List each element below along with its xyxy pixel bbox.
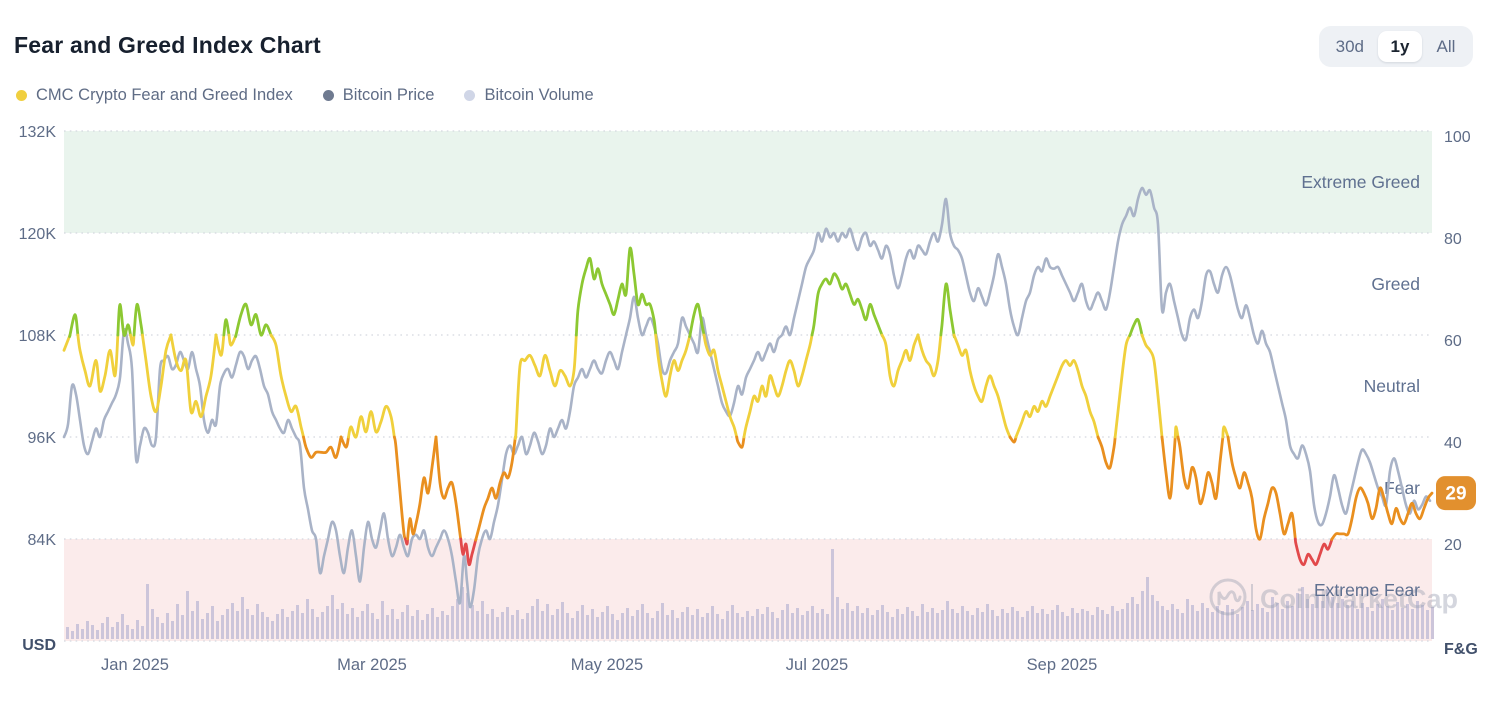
x-axis-tick: May 2025 bbox=[571, 656, 643, 674]
watermark-text: CoinMarketCap bbox=[1260, 584, 1458, 614]
left-axis-tick: 120K bbox=[19, 226, 57, 243]
zone-label-neutral: Neutral bbox=[1364, 376, 1420, 396]
current-value-badge: 29 bbox=[1436, 476, 1476, 511]
legend: CMC Crypto Fear and Greed Index Bitcoin … bbox=[16, 86, 594, 105]
right-axis-tick: 80 bbox=[1444, 231, 1462, 248]
x-axis-tick: Jul 2025 bbox=[786, 656, 848, 674]
range-button-30d[interactable]: 30d bbox=[1324, 31, 1376, 62]
zone-label-extreme-greed: Extreme Greed bbox=[1301, 172, 1420, 192]
right-axis-tick: 60 bbox=[1444, 333, 1462, 350]
fear-greed-index-line bbox=[62, 246, 1434, 567]
bitcoin-price-legend-dot-icon bbox=[322, 90, 334, 101]
range-button-1y[interactable]: 1y bbox=[1378, 31, 1422, 62]
range-switch: 30d 1y All bbox=[1318, 26, 1473, 67]
left-axis-tick: 132K bbox=[19, 124, 57, 141]
chart-header: Fear and Greed Index Chart 30d 1y All bbox=[14, 26, 1473, 67]
zone-label-extreme-fear: Extreme Fear bbox=[1314, 580, 1420, 600]
current-value-text: 29 bbox=[1445, 484, 1466, 505]
legend-label: CMC Crypto Fear and Greed Index bbox=[36, 86, 293, 104]
left-axis-tick: 108K bbox=[19, 328, 57, 345]
coinmarketcap-logo-icon bbox=[1209, 578, 1247, 616]
coinmarketcap-watermark: CoinMarketCap bbox=[1209, 578, 1458, 616]
legend-label: Bitcoin Volume bbox=[484, 86, 594, 104]
right-axis-unit-label: F&G bbox=[1444, 641, 1478, 658]
left-axis-tick: 84K bbox=[28, 532, 57, 549]
zone-label-greed: Greed bbox=[1371, 274, 1420, 294]
fear-greed-legend-dot-icon bbox=[16, 90, 27, 101]
legend-item-bitcoin-price[interactable]: Bitcoin Price bbox=[322, 86, 435, 105]
bitcoin-volume-legend-dot-icon bbox=[464, 90, 476, 101]
right-axis-tick: 40 bbox=[1444, 435, 1462, 452]
legend-label: Bitcoin Price bbox=[342, 86, 435, 104]
x-axis-tick: Mar 2025 bbox=[337, 656, 407, 674]
bitcoin-volume-bars bbox=[66, 549, 1434, 639]
zone-band-extreme-greed bbox=[64, 131, 1432, 233]
left-axis-tick: 96K bbox=[28, 430, 57, 447]
range-button-all[interactable]: All bbox=[1424, 31, 1468, 62]
right-axis-tick: 100 bbox=[1444, 129, 1471, 146]
page-title: Fear and Greed Index Chart bbox=[14, 32, 321, 58]
right-axis-tick: 20 bbox=[1444, 537, 1462, 554]
x-axis-tick: Sep 2025 bbox=[1027, 656, 1098, 674]
left-axis-unit-label: USD bbox=[22, 637, 56, 654]
legend-item-fear-greed-index[interactable]: CMC Crypto Fear and Greed Index bbox=[16, 86, 293, 105]
bitcoin-price-line bbox=[62, 186, 1432, 609]
x-axis-tick: Jan 2025 bbox=[101, 656, 169, 674]
legend-item-bitcoin-volume[interactable]: Bitcoin Volume bbox=[464, 86, 594, 105]
